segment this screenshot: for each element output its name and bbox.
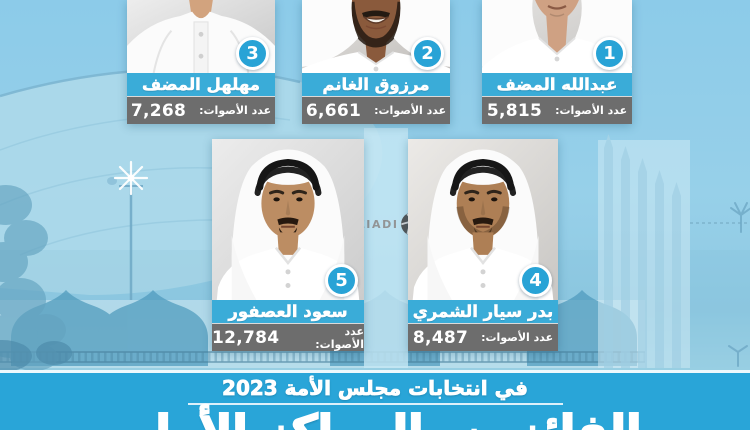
candidate-photo: 5 bbox=[212, 139, 364, 300]
rank-number: 5 bbox=[335, 269, 348, 291]
votes-label: عدد الأصوات: bbox=[315, 324, 364, 351]
votes-value: 5,815 bbox=[486, 100, 543, 121]
votes-value: 6,661 bbox=[305, 100, 362, 121]
candidate-card: 4 بدر سيار الشمري عدد الأصوات: 8,487 bbox=[408, 139, 558, 351]
candidate-name: مرزوق الغانم bbox=[302, 73, 450, 96]
votes-value: 12,784 bbox=[212, 327, 280, 348]
votes-label: عدد الأصوات: bbox=[555, 104, 628, 117]
portrait-illustration bbox=[212, 139, 364, 300]
rank-number: 3 bbox=[246, 42, 259, 64]
vote-bar: عدد الأصوات: 12,784 bbox=[212, 323, 364, 351]
vote-bar: عدد الأصوات: 7,268 bbox=[127, 96, 275, 124]
footer-banner: في انتخابات مجلس الأمة 2023 الفائزين بال… bbox=[0, 370, 750, 430]
candidate-card: 1 عبدالله المضف عدد الأصوات: 5,815 bbox=[482, 0, 632, 124]
palm-tree-icon bbox=[728, 202, 750, 367]
rank-number: 1 bbox=[603, 42, 616, 64]
banner-underline bbox=[187, 403, 563, 405]
candidate-card: 3 مهلهل المضف عدد الأصوات: 7,268 bbox=[127, 0, 275, 124]
rank-badge: 5 bbox=[325, 264, 358, 297]
vote-bar: عدد الأصوات: 5,815 bbox=[482, 96, 632, 124]
candidate-name: عبدالله المضف bbox=[482, 73, 632, 96]
vote-bar: عدد الأصوات: 6,661 bbox=[302, 96, 450, 124]
rank-badge: 3 bbox=[236, 37, 269, 70]
candidate-photo: 1 bbox=[482, 0, 632, 73]
rank-number: 4 bbox=[529, 269, 542, 291]
rank-badge: 4 bbox=[519, 264, 552, 297]
votes-label: عدد الأصوات: bbox=[481, 331, 554, 344]
votes-value: 8,487 bbox=[412, 327, 469, 348]
candidate-name: مهلهل المضف bbox=[127, 73, 275, 96]
banner-title: في انتخابات مجلس الأمة 2023 bbox=[222, 376, 529, 401]
vote-bar: عدد الأصوات: 8,487 bbox=[408, 323, 558, 351]
votes-label: عدد الأصوات: bbox=[374, 104, 447, 117]
candidate-card: 2 مرزوق الغانم عدد الأصوات: 6,661 bbox=[302, 0, 450, 124]
votes-label: عدد الأصوات: bbox=[199, 104, 272, 117]
rank-badge: 1 bbox=[593, 37, 626, 70]
rank-badge: 2 bbox=[411, 37, 444, 70]
banner-headline: الفائزين بالمراكز الأولى bbox=[0, 405, 750, 430]
candidate-name: سعود العصفور bbox=[212, 300, 364, 323]
candidate-photo: 4 bbox=[408, 139, 558, 300]
candidate-photo: 3 bbox=[127, 0, 275, 73]
candidate-photo: 2 bbox=[302, 0, 450, 73]
candidate-name: بدر سيار الشمري bbox=[408, 300, 558, 323]
rank-number: 2 bbox=[421, 42, 434, 64]
votes-value: 7,268 bbox=[130, 100, 187, 121]
candidate-card: 5 سعود العصفور عدد الأصوات: 12,784 bbox=[212, 139, 364, 351]
